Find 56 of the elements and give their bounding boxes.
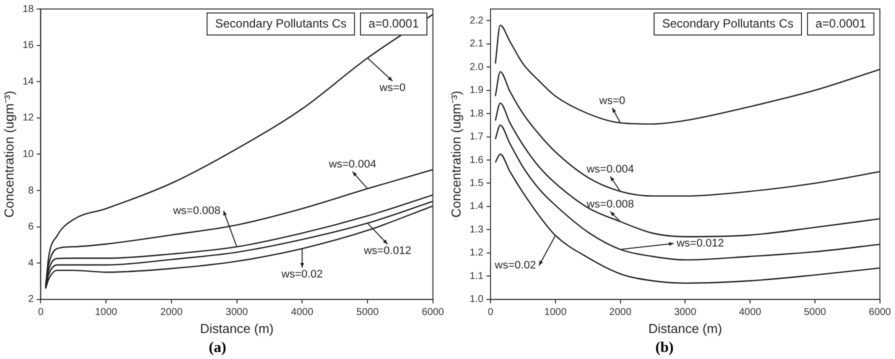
x-tick-label: 1000 <box>94 307 118 318</box>
y-tick-label: 1.9 <box>470 85 484 96</box>
y-tick-label: 1.5 <box>470 178 484 189</box>
y-tick-label: 14 <box>22 76 34 88</box>
y-tick-label: 4 <box>28 258 34 269</box>
annotation: Secondary Pollutants Cs <box>215 16 346 30</box>
y-tick-label: 1.1 <box>470 270 484 282</box>
text: (b) <box>655 340 674 356</box>
x-axis-title: Distance (m) <box>200 320 274 336</box>
y-tick-label: 12 <box>22 112 34 124</box>
y-axis-title: Concentration (ugm⁻³) <box>448 90 464 218</box>
x-tick-label: 5000 <box>804 307 827 318</box>
text: (a) <box>208 340 226 356</box>
annotation: a=0.0001 <box>815 16 866 30</box>
y-tick-label: 1.3 <box>470 224 484 236</box>
annotation: Secondary Pollutants Cs <box>662 16 794 30</box>
annotation: ws=0.004 <box>328 158 376 171</box>
y-tick-label: 16 <box>22 40 34 52</box>
x-tick-label: 1000 <box>544 307 567 318</box>
y-tick-label: 2.2 <box>470 15 484 26</box>
y-tick-label: 2.1 <box>470 38 484 50</box>
x-tick-label: 0 <box>38 307 44 318</box>
y-tick-label: 1.4 <box>470 201 484 212</box>
x-tick-label: 3000 <box>226 307 248 318</box>
annotation: a=0.0001 <box>368 16 420 30</box>
x-tick-label: 4000 <box>291 307 314 318</box>
annotation: ws=0.02 <box>494 260 536 272</box>
annotation: ws=0.012 <box>676 237 724 250</box>
y-tick-label: 1.2 <box>470 248 484 259</box>
y-tick-label: 2 <box>28 294 34 306</box>
y-tick-label: 2.0 <box>470 62 484 73</box>
x-tick-label: 6000 <box>422 307 444 318</box>
annotation: ws=0.008 <box>586 198 634 211</box>
x-tick-label: 4000 <box>738 307 762 318</box>
annotation: ws=0.008 <box>172 204 221 217</box>
y-tick-label: 1.8 <box>470 108 484 120</box>
annotation: ws=0 <box>598 94 626 107</box>
x-tick-label: 6000 <box>868 307 892 318</box>
y-tick-label: 18 <box>22 4 34 15</box>
y-tick-label: 6 <box>28 222 34 233</box>
x-axis-title: Distance (m) <box>648 320 722 336</box>
annotation: ws=0 <box>378 82 406 94</box>
x-tick-label: 3000 <box>674 307 697 318</box>
x-tick-label: 2000 <box>160 307 183 318</box>
y-axis-title: Concentration (ugm⁻³) <box>1 90 16 218</box>
y-tick-label: 1.6 <box>470 154 484 166</box>
annotation: ws=0.004 <box>586 163 634 176</box>
annotation: ws=0.02 <box>280 268 323 281</box>
x-tick-label: 5000 <box>356 307 380 318</box>
y-tick-label: 1.0 <box>470 294 484 306</box>
x-tick-label: 0 <box>488 307 494 318</box>
y-tick-label: 1.7 <box>470 132 484 143</box>
x-tick-label: 2000 <box>609 307 632 318</box>
annotation: ws=0.012 <box>362 245 412 258</box>
y-tick-label: 8 <box>28 185 34 196</box>
y-tick-label: 10 <box>22 148 34 160</box>
